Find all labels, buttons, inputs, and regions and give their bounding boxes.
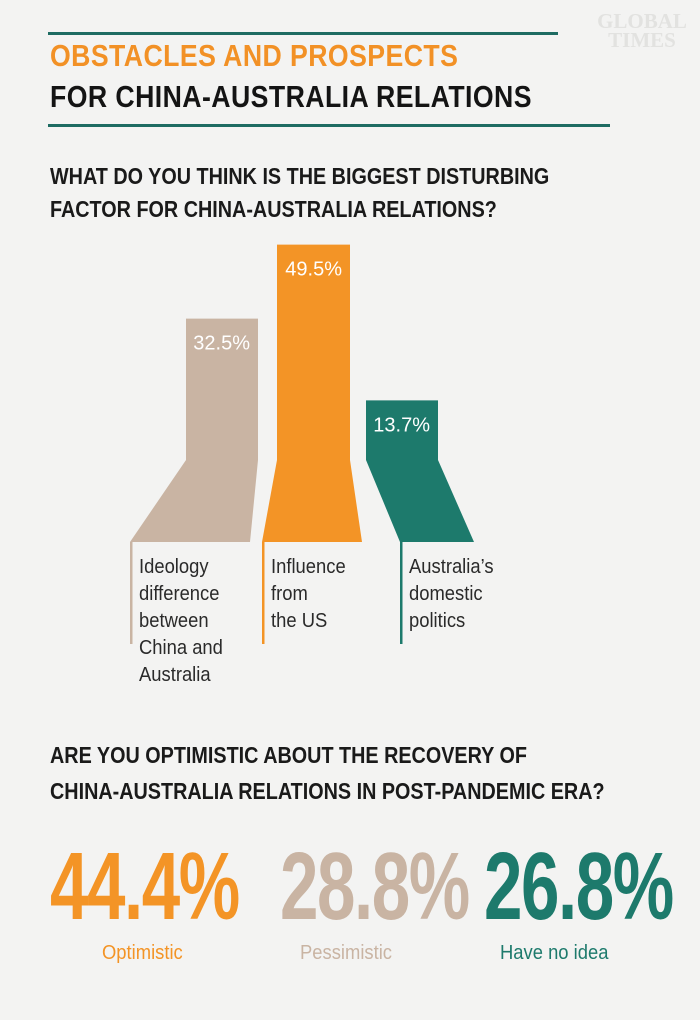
result-no-idea-label: Have no idea	[500, 942, 609, 964]
page-title-line-2: FOR CHINA-AUSTRALIA RELATIONS	[50, 79, 532, 114]
logo-line-2: TIMES	[608, 28, 676, 52]
global-times-logo: GLOBAL TIMES	[594, 9, 690, 52]
question-2-line-2: CHINA-AUSTRALIA RELATIONS IN POST-PANDEM…	[50, 778, 605, 804]
category-label-line: politics	[409, 610, 466, 632]
category-label-line: the US	[271, 610, 328, 632]
question-1-line-2: FACTOR FOR CHINA-AUSTRALIA RELATIONS?	[50, 196, 497, 222]
value-label-domestic-politics: 13.7%	[373, 414, 430, 436]
header-bottom-rule	[48, 124, 610, 127]
result-pessimistic-label: Pessimistic	[300, 942, 393, 964]
bar-ideology	[130, 318, 258, 542]
category-label-line: Ideology	[139, 556, 209, 578]
category-label-line: Influence	[271, 556, 346, 578]
category-label-line: from	[271, 583, 308, 605]
disturbing-factor-chart: 32.5% 49.5% 13.7%	[130, 244, 474, 644]
category-label-ideology: Ideology difference between China and Austra…	[139, 554, 223, 689]
result-optimistic-label: Optimistic	[102, 942, 183, 964]
question-1: WHAT DO YOU THINK IS THE BIGGEST DISTURB…	[50, 160, 549, 226]
result-pessimistic-value: 28.8%	[280, 833, 470, 940]
question-1-line-1: WHAT DO YOU THINK IS THE BIGGEST DISTURB…	[50, 163, 550, 189]
value-label-ideology: 32.5%	[193, 333, 250, 355]
result-optimistic-value: 44.4%	[50, 833, 240, 940]
question-2-line-1: ARE YOU OPTIMISTIC ABOUT THE RECOVERY OF	[50, 742, 527, 768]
category-label-line: difference	[139, 583, 220, 605]
page-title-line-1: OBSTACLES AND PROSPECTS	[50, 38, 459, 73]
header-top-rule	[48, 32, 558, 35]
bar-stem-ideology	[130, 542, 133, 644]
category-label-us-influence: Influence from the US	[271, 554, 346, 635]
category-label-line: Australia’s	[409, 556, 494, 578]
bar-us-influence	[262, 244, 362, 543]
category-label-line: China and	[139, 637, 223, 659]
bar-stem-us-influence	[262, 542, 265, 644]
result-no-idea-value: 26.8%	[484, 833, 674, 940]
category-label-line: Australia	[139, 664, 211, 686]
value-label-us-influence: 49.5%	[285, 259, 342, 281]
category-label-domestic-politics: Australia’s domestic politics	[409, 554, 494, 635]
category-label-line: domestic	[409, 583, 483, 605]
bar-domestic-politics	[366, 400, 474, 542]
logo-line-1: GLOBAL	[597, 9, 687, 33]
category-label-line: between	[139, 610, 209, 632]
question-2: ARE YOU OPTIMISTIC ABOUT THE RECOVERY OF…	[50, 737, 605, 809]
bar-stem-domestic-politics	[400, 542, 403, 644]
